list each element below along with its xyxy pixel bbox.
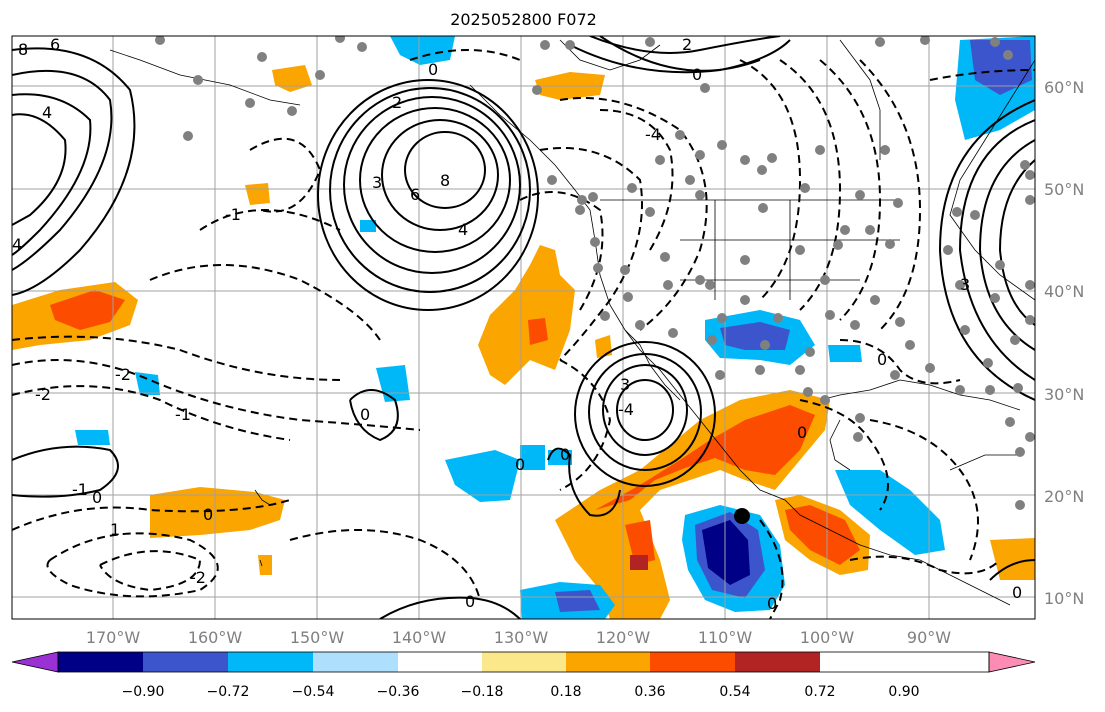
contour-label: 0: [877, 350, 887, 369]
latitude-labels: 60°N 50°N 40°N 30°N 20°N 10°N: [1044, 78, 1084, 608]
contour-label: 8: [18, 40, 28, 59]
storm-center-marker: [734, 508, 750, 524]
lat-label: 10°N: [1044, 589, 1084, 608]
contour-label: 0: [465, 592, 475, 611]
colorbar-tick-label: 0.90: [888, 684, 919, 700]
contour-label: 8: [440, 171, 450, 190]
colorbar-tick-label: −0.54: [292, 684, 335, 700]
map-border: [11, 35, 1036, 620]
contour-label: 4: [42, 103, 52, 122]
contour-label: -4: [645, 125, 661, 144]
lon-label: 100°W: [800, 628, 855, 647]
contour-label: 3: [960, 275, 970, 294]
colorbar-tick-label: −0.72: [207, 684, 250, 700]
colorbar-segment: [398, 652, 482, 672]
contour-label: -2: [190, 568, 206, 587]
lon-label: 140°W: [392, 628, 447, 647]
contour-label: 0: [515, 455, 525, 474]
contour-label: 2: [392, 93, 402, 112]
lon-label: 120°W: [596, 628, 651, 647]
station-markers: [155, 36, 1035, 510]
colorbar-tick-label: −0.36: [377, 684, 420, 700]
contour-label: -2: [35, 385, 51, 404]
dashed-contour-lines: [12, 49, 1035, 619]
lon-label: 130°W: [494, 628, 549, 647]
lat-label: 60°N: [1044, 78, 1084, 97]
contour-label: 0: [692, 65, 702, 84]
colorbar-tick-label: −0.18: [461, 684, 504, 700]
colorbar-segment: [482, 652, 566, 672]
colorbar-segment: [58, 652, 143, 672]
lon-label: 150°W: [290, 628, 345, 647]
lat-label: 50°N: [1044, 180, 1084, 199]
lon-label: 110°W: [698, 628, 753, 647]
shaded-fields: [12, 36, 1035, 619]
coastlines: [109, 39, 1035, 606]
colorbar-segment: [313, 652, 398, 672]
contour-label: -4: [618, 400, 634, 419]
colorbar-segment: [735, 652, 820, 672]
contour-label: 4: [12, 235, 22, 254]
lat-label: 20°N: [1044, 487, 1084, 506]
contour-label: 0: [203, 505, 213, 524]
contour-label: -2: [115, 365, 131, 384]
lat-label: 40°N: [1044, 282, 1084, 301]
colorbar-tick-label: −0.90: [122, 684, 165, 700]
colorbar-extend-right: [989, 652, 1035, 672]
colorbar-tick-label: 0.72: [804, 684, 835, 700]
colorbar-segment: [650, 652, 735, 672]
contour-lines: [12, 36, 1035, 619]
map-title: 2025052800 F072: [450, 10, 597, 29]
colorbar-tick-label: 0.18: [550, 684, 581, 700]
contour-label: 4: [458, 220, 468, 239]
contour-label: 3: [372, 173, 382, 192]
contour-label: -1: [72, 480, 88, 499]
contour-label: 2: [682, 35, 692, 54]
contour-label: 0: [560, 445, 570, 464]
contour-label: 0: [360, 405, 370, 424]
colorbar-extend-left: [12, 652, 58, 672]
contour-label: 0: [428, 60, 438, 79]
colorbar-segment: [566, 652, 650, 672]
longitude-labels: 170°W 160°W 150°W 140°W 130°W 120°W 110°…: [86, 628, 951, 647]
colorbar-segment: [143, 652, 228, 672]
contour-label: 0: [92, 488, 102, 507]
contour-label: 0: [767, 594, 777, 613]
lat-label: 30°N: [1044, 385, 1084, 404]
contour-label: -1: [175, 405, 191, 424]
contour-label: 0: [1012, 583, 1022, 602]
colorbar-tick-label: 0.54: [719, 684, 750, 700]
colorbar-tick-label: 0.36: [634, 684, 665, 700]
colorbar-segment: [228, 652, 313, 672]
lon-label: 90°W: [907, 628, 951, 647]
contour-label: 6: [410, 185, 420, 204]
contour-label: 6: [50, 35, 60, 54]
contour-label: 3: [620, 375, 630, 394]
contour-label: 1: [110, 520, 120, 539]
colorbar: −0.90 −0.72 −0.54 −0.36 −0.18 0.18 0.36 …: [11, 651, 1036, 700]
lon-label: 170°W: [86, 628, 141, 647]
contour-label: 0: [797, 423, 807, 442]
lon-label: 160°W: [188, 628, 243, 647]
contour-label-group: 8 6 4 2 3 4 8 6 4 2 0 -4 3 0 3 -4 -2 -2 …: [12, 35, 1022, 613]
contour-label: -1: [225, 205, 241, 224]
